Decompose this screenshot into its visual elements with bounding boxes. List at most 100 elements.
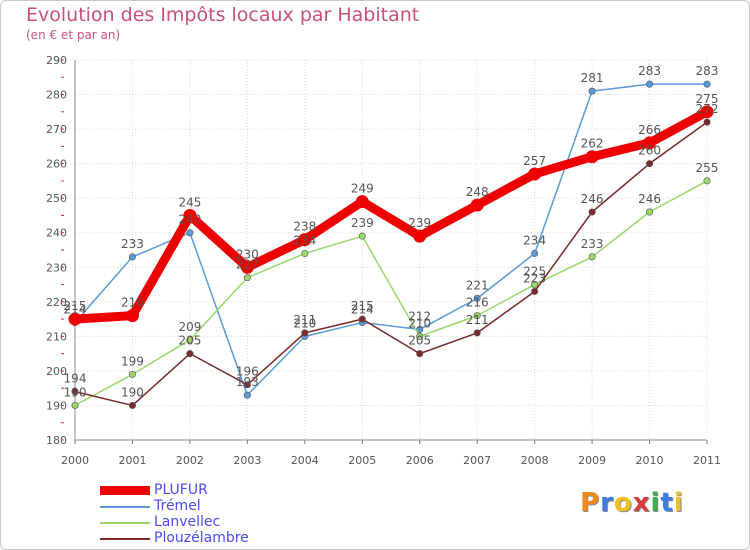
data-label-Plouzélambre-2005: 215 (351, 299, 374, 313)
y-tick-label-220: 220 (46, 296, 67, 309)
chart-title: Evolution des Impôts locaux par Habitant (26, 4, 420, 26)
point-Lanvellec-2006 (416, 332, 424, 340)
logo-letter: x (632, 488, 651, 518)
x-tick-label-2003: 2003 (233, 454, 261, 467)
data-label-Trémel-2007: 221 (466, 278, 489, 292)
data-label-Plouzélambre-2000: 194 (64, 372, 87, 386)
data-label-Lanvellec-2000: 190 (64, 385, 87, 399)
data-label-Lanvellec-2004: 234 (293, 233, 316, 247)
x-tick-label-2001: 2001 (118, 454, 146, 467)
data-label-Plouzélambre-2007: 211 (466, 313, 489, 327)
logo-letter: i (673, 488, 684, 518)
y-tick-label-260: 260 (46, 158, 67, 171)
data-label-Plouzélambre-2002: 205 (178, 334, 201, 348)
legend-label-tremel: Trémel (154, 498, 201, 514)
data-label-Lanvellec-2011: 255 (696, 161, 719, 175)
point-Plouzélambre-2006 (416, 350, 424, 358)
logo-letter: o (613, 488, 633, 518)
data-label-PLUFUR-2010: 266 (638, 123, 661, 137)
data-label-Lanvellec-2009: 233 (581, 237, 604, 251)
series-line-Plouzélambre (74, 121, 708, 407)
data-label-Plouzélambre-2004: 211 (293, 313, 316, 327)
x-tick-label-2002: 2002 (176, 454, 204, 467)
point-Plouzélambre-2005 (358, 315, 366, 323)
data-label-Trémel-2001: 233 (121, 237, 144, 251)
y-tick-label-230: 230 (46, 261, 67, 274)
point-Lanvellec-2002 (186, 336, 194, 344)
axes: 180 190 200 210 220 230 240 250 260 270 280 290 2000… (46, 54, 721, 467)
point-Plouzélambre-2010 (646, 160, 654, 168)
legend-label-lanvellec: Lanvellec (154, 514, 221, 530)
data-label-Trémel-2011: 283 (696, 64, 719, 78)
logo-letter: P (580, 488, 601, 518)
series-lines (68, 80, 714, 409)
point-Trémel-2001 (128, 253, 136, 261)
data-label-PLUFUR-2011: 275 (696, 92, 719, 106)
legend-label-plufur: PLUFUR (154, 482, 208, 498)
point-Lanvellec-2010 (646, 208, 654, 216)
legend-swatch-lanvellec (100, 522, 150, 524)
point-Plouzélambre-2001 (128, 401, 136, 409)
point-Lanvellec-2008 (531, 281, 539, 289)
data-label-PLUFUR-2008: 257 (523, 154, 546, 168)
point-Lanvellec-2000 (71, 401, 79, 409)
point-PLUFUR-2001 (125, 309, 139, 323)
data-label-Plouzélambre-2001: 190 (121, 385, 144, 399)
x-tick-label-2008: 2008 (521, 454, 549, 467)
data-label-Trémel-2008: 234 (523, 233, 546, 247)
data-label-Trémel-2004: 210 (293, 316, 316, 330)
data-label-Trémel-2010: 283 (638, 64, 661, 78)
data-label-Plouzélambre-2003: 196 (236, 365, 259, 379)
data-label-PLUFUR-2006: 239 (408, 216, 431, 230)
point-Plouzélambre-2009 (588, 208, 596, 216)
series-line-Lanvellec (74, 180, 708, 407)
point-PLUFUR-2000 (68, 312, 82, 326)
point-Plouzélambre-2004 (301, 329, 309, 337)
data-label-PLUFUR-2009: 262 (581, 137, 604, 151)
point-Trémel-2011 (703, 80, 711, 88)
logo-letter: r (600, 488, 614, 518)
data-label-Plouzélambre-2010: 260 (638, 144, 661, 158)
data-label-PLUFUR-2000: 215 (64, 299, 87, 313)
point-PLUFUR-2008 (528, 167, 542, 181)
point-PLUFUR-2003 (240, 260, 254, 274)
y-tick-label-180: 180 (46, 434, 67, 447)
point-Lanvellec-2009 (588, 253, 596, 261)
data-label-PLUFUR-2002: 245 (178, 195, 201, 209)
y-tick-label-270: 270 (46, 123, 67, 136)
y-tick-label-290: 290 (46, 54, 67, 67)
point-Trémel-2010 (646, 80, 654, 88)
x-tick-label-2009: 2009 (578, 454, 606, 467)
series-line-PLUFUR (70, 107, 712, 324)
point-Plouzélambre-2000 (71, 388, 79, 396)
y-tick-label-200: 200 (46, 365, 67, 378)
x-tick-label-2007: 2007 (463, 454, 491, 467)
point-PLUFUR-2002 (183, 208, 197, 222)
x-tick-label-2010: 2010 (636, 454, 664, 467)
data-label-Trémel-2000: 214 (64, 303, 87, 317)
legend-swatch-plufur (100, 486, 150, 495)
data-label-Plouzélambre-2009: 246 (581, 192, 604, 206)
x-tick-label-2004: 2004 (291, 454, 319, 467)
data-label-Plouzélambre-2006: 205 (408, 334, 431, 348)
point-PLUFUR-2009 (585, 150, 599, 164)
logo-letter: t (660, 488, 674, 518)
point-PLUFUR-2007 (470, 198, 484, 212)
data-label-Lanvellec-2001: 199 (121, 354, 144, 368)
x-tick-label-2006: 2006 (406, 454, 434, 467)
point-Trémel-2003 (243, 391, 251, 399)
point-Lanvellec-2011 (703, 177, 711, 185)
data-label-Lanvellec-2010: 246 (638, 192, 661, 206)
data-label-PLUFUR-2007: 248 (466, 185, 489, 199)
point-Plouzélambre-2003 (243, 381, 251, 389)
y-tick-label-210: 210 (46, 330, 67, 343)
point-Lanvellec-2005 (358, 232, 366, 240)
point-PLUFUR-2004 (298, 233, 312, 247)
point-Trémel-2008 (531, 249, 539, 257)
data-label-Trémel-2002: 240 (178, 213, 201, 227)
data-label-Trémel-2005: 214 (351, 303, 374, 317)
point-Trémel-2009 (588, 87, 596, 95)
